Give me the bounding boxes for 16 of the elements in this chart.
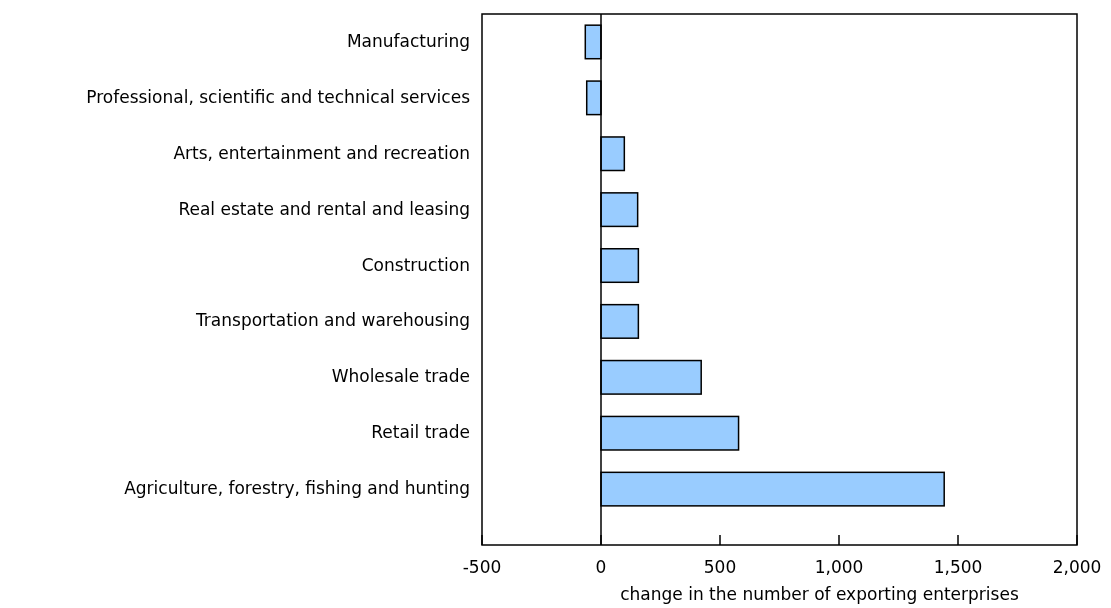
- x-tick-label: 500: [703, 557, 737, 577]
- y-tick-label: Retail trade: [371, 422, 470, 443]
- x-tick-label: 0: [595, 557, 607, 577]
- y-tick-label: Transportation and warehousing: [194, 310, 470, 331]
- y-tick-label: Real estate and rental and leasing: [178, 198, 470, 219]
- y-tick-label: Agriculture, forestry, fishing and hunting: [124, 478, 470, 499]
- y-tick-label: Wholesale trade: [331, 366, 470, 387]
- x-axis-title: change in the number of exporting enterprises: [620, 584, 1019, 604]
- y-tick-label: Arts, entertainment and recreation: [173, 142, 470, 163]
- y-tick-label: Professional, scientific and technical services: [86, 86, 471, 107]
- x-tick-label: -500: [462, 557, 502, 577]
- x-tick-label: 1,000: [814, 557, 864, 577]
- y-tick-label: Construction: [361, 254, 470, 275]
- x-tick-label: 1,500: [933, 557, 983, 577]
- y-tick-label: Manufacturing: [346, 30, 470, 51]
- x-tick-label: 2,000: [1052, 557, 1102, 577]
